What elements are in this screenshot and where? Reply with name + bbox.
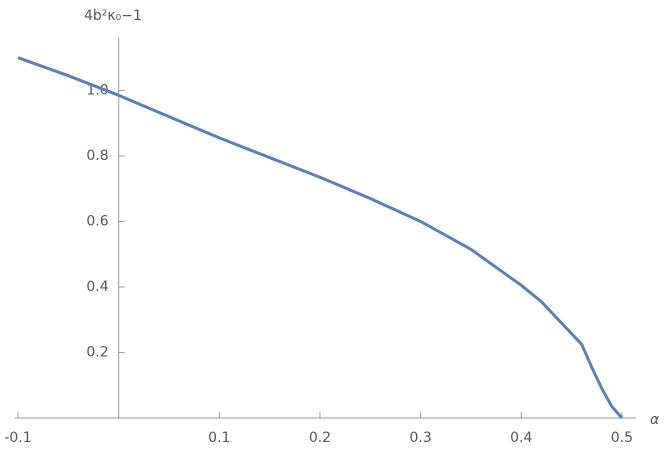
x-tick-label: 0.5 — [611, 430, 633, 446]
x-tick-label: 0.3 — [409, 430, 431, 446]
y-axis-label: 4b²κ₀−1 — [84, 8, 142, 24]
x-axis-label: α — [650, 412, 660, 428]
y-tick-label: 0.6 — [86, 213, 108, 229]
line — [17, 56, 624, 419]
y-tick-label: 0.4 — [86, 279, 108, 295]
x-tick-label: 0.1 — [208, 430, 230, 446]
x-tick-label: 0.4 — [510, 430, 532, 446]
x-tick-label: -0.1 — [4, 430, 31, 446]
x-tick-label: 0.2 — [309, 430, 331, 446]
y-tick-label: 0.2 — [86, 344, 108, 360]
y-tick-label: 0.8 — [86, 148, 108, 164]
